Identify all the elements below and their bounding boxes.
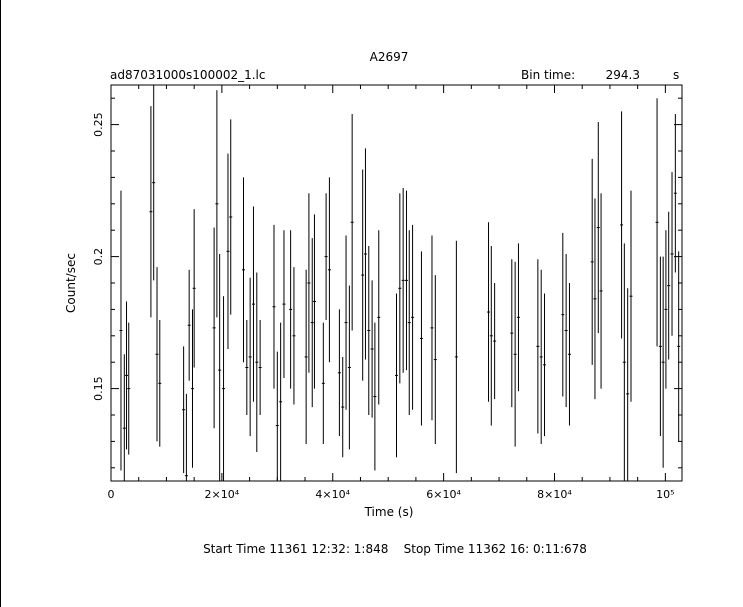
- y-tick-label: 0.2: [92, 248, 105, 266]
- axis-ticks: 0 2×10⁴ 4×10⁴ 6×10⁴ 8×10⁴ 10⁵ 0.15 0.2 0.25: [92, 85, 682, 501]
- bin-time-label: Bin time:: [521, 68, 575, 82]
- x-tick-label: 8×10⁴: [537, 488, 572, 501]
- chart-title: A2697: [370, 50, 409, 64]
- x-tick-label: 2×10⁴: [205, 488, 240, 501]
- y-axis-label: Count/sec: [64, 253, 78, 313]
- file-name-label: ad87031000s100002_1.lc: [110, 68, 266, 82]
- y-tick-label: 0.25: [92, 112, 105, 137]
- x-tick-label: 4×10⁴: [315, 488, 350, 501]
- bin-time-unit: s: [673, 68, 679, 82]
- x-tick-label: 10⁵: [656, 488, 674, 501]
- time-range-footer: Start Time 11361 12:32: 1:848 Stop Time …: [203, 542, 587, 556]
- y-tick-label: 0.15: [92, 376, 105, 401]
- left-border-line: [0, 0, 1, 607]
- data-points: [119, 85, 681, 481]
- x-axis-label: Time (s): [364, 505, 414, 519]
- x-tick-label: 6×10⁴: [426, 488, 461, 501]
- x-tick-label: 0: [108, 488, 115, 501]
- bin-time-value: 294.3: [606, 68, 640, 82]
